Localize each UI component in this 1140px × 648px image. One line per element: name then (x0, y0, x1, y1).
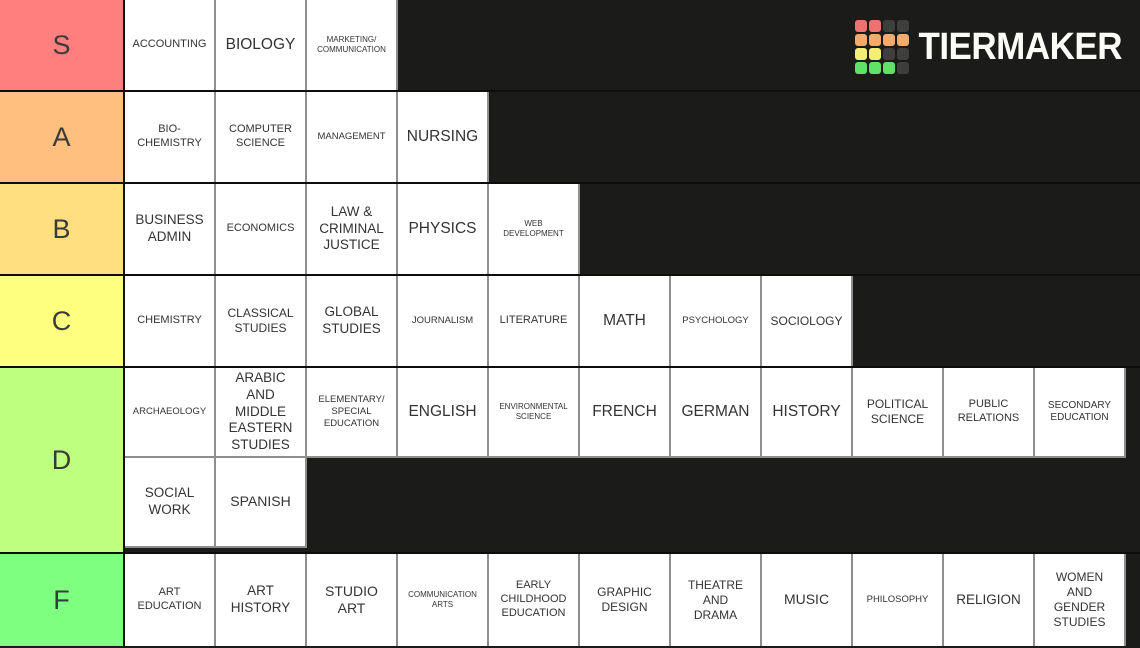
tile-philosophy[interactable]: PHILOSOPHY (853, 554, 944, 646)
tier-row-b: B BUSINESS ADMIN ECONOMICS LAW & CRIMINA… (0, 184, 1140, 276)
tile-bio-chemistry[interactable]: BIO- CHEMISTRY (125, 92, 216, 182)
tile-management[interactable]: MANAGEMENT (307, 92, 398, 182)
logo-grid-square (883, 48, 896, 60)
tile-art-history[interactable]: ART HISTORY (216, 554, 307, 646)
tile-biology[interactable]: BIOLOGY (216, 0, 307, 90)
logo-grid-square (883, 20, 896, 32)
tile-environmental-science[interactable]: ENVIRONMENTAL SCIENCE (489, 368, 580, 458)
tile-economics[interactable]: ECONOMICS (216, 184, 307, 274)
tile-arabic-middle-eastern-studies[interactable]: ARABIC AND MIDDLE EASTERN STUDIES (216, 368, 307, 458)
tile-literature[interactable]: LITERATURE (489, 276, 580, 366)
tile-french[interactable]: FRENCH (580, 368, 671, 458)
tier-label-d: D (0, 368, 125, 552)
tile-graphic-design[interactable]: GRAPHIC DESIGN (580, 554, 671, 646)
logo-grid-square (883, 62, 896, 74)
tile-sociology[interactable]: SOCIOLOGY (762, 276, 853, 366)
tiermaker-logo-text: TIERMAKER (918, 25, 1122, 68)
logo-grid-square (869, 48, 882, 60)
tier-f-tiles: ART EDUCATION ART HISTORY STUDIO ART COM… (125, 554, 1140, 646)
logo-grid-square (869, 62, 882, 74)
logo-grid-square (855, 48, 868, 60)
tile-german[interactable]: GERMAN (671, 368, 762, 458)
logo-grid-square (855, 34, 868, 46)
tile-communication-arts[interactable]: COMMUNICATION ARTS (398, 554, 489, 646)
tier-label-s: S (0, 0, 125, 90)
tile-religion[interactable]: RELIGION (944, 554, 1035, 646)
tiermaker-grid-icon (855, 20, 910, 74)
tile-social-work[interactable]: SOCIAL WORK (125, 458, 216, 548)
tile-marketing-communication[interactable]: MARKETING/ COMMUNICATION (307, 0, 398, 90)
tile-business-admin[interactable]: BUSINESS ADMIN (125, 184, 216, 274)
tier-row-c: C CHEMISTRY CLASSICAL STUDIES GLOBAL STU… (0, 276, 1140, 368)
tile-journalism[interactable]: JOURNALISM (398, 276, 489, 366)
tile-global-studies[interactable]: GLOBAL STUDIES (307, 276, 398, 366)
tile-web-development[interactable]: WEB DEVELOPMENT (489, 184, 580, 274)
tile-spanish[interactable]: SPANISH (216, 458, 307, 548)
tile-math[interactable]: MATH (580, 276, 671, 366)
tier-s-tiles: ACCOUNTING BIOLOGY MARKETING/ COMMUNICAT… (125, 0, 1140, 90)
tiermaker-logo: TIERMAKER (855, 20, 1122, 74)
tile-computer-science[interactable]: COMPUTER SCIENCE (216, 92, 307, 182)
tier-row-d: D ARCHAEOLOGY ARABIC AND MIDDLE EASTERN … (0, 368, 1140, 554)
logo-grid-square (883, 34, 896, 46)
tile-physics[interactable]: PHYSICS (398, 184, 489, 274)
tile-nursing[interactable]: NURSING (398, 92, 489, 182)
tier-label-f: F (0, 554, 125, 646)
tile-theatre-drama[interactable]: THEATRE AND DRAMA (671, 554, 762, 646)
tile-accounting[interactable]: ACCOUNTING (125, 0, 216, 90)
tile-chemistry[interactable]: CHEMISTRY (125, 276, 216, 366)
logo-grid-square (869, 20, 882, 32)
tier-a-tiles: BIO- CHEMISTRY COMPUTER SCIENCE MANAGEME… (125, 92, 1140, 182)
tier-d-tiles: ARCHAEOLOGY ARABIC AND MIDDLE EASTERN ST… (125, 368, 1140, 552)
logo-grid-square (897, 34, 910, 46)
tile-classical-studies[interactable]: CLASSICAL STUDIES (216, 276, 307, 366)
tile-political-science[interactable]: POLITICAL SCIENCE (853, 368, 944, 458)
tile-elementary-special-education[interactable]: ELEMENTARY/ SPECIAL EDUCATION (307, 368, 398, 458)
tile-history[interactable]: HISTORY (762, 368, 853, 458)
tile-public-relations[interactable]: PUBLIC RELATIONS (944, 368, 1035, 458)
logo-grid-square (897, 20, 910, 32)
logo-grid-square (897, 62, 910, 74)
tile-music[interactable]: MUSIC (762, 554, 853, 646)
logo-grid-square (869, 34, 882, 46)
tier-row-f: F ART EDUCATION ART HISTORY STUDIO ART C… (0, 554, 1140, 646)
tile-english[interactable]: ENGLISH (398, 368, 489, 458)
tier-label-a: A (0, 92, 125, 182)
tile-women-gender-studies[interactable]: WOMEN AND GENDER STUDIES (1035, 554, 1126, 646)
logo-grid-square (855, 62, 868, 74)
tier-label-c: C (0, 276, 125, 366)
tile-art-education[interactable]: ART EDUCATION (125, 554, 216, 646)
tier-b-tiles: BUSINESS ADMIN ECONOMICS LAW & CRIMINAL … (125, 184, 1140, 274)
tile-psychology[interactable]: PSYCHOLOGY (671, 276, 762, 366)
tile-archaeology[interactable]: ARCHAEOLOGY (125, 368, 216, 458)
tile-law-criminal-justice[interactable]: LAW & CRIMINAL JUSTICE (307, 184, 398, 274)
tier-label-b: B (0, 184, 125, 274)
logo-grid-square (855, 20, 868, 32)
tier-c-tiles: CHEMISTRY CLASSICAL STUDIES GLOBAL STUDI… (125, 276, 1140, 366)
tile-early-childhood-education[interactable]: EARLY CHILDHOOD EDUCATION (489, 554, 580, 646)
tile-secondary-education[interactable]: SECONDARY EDUCATION (1035, 368, 1126, 458)
tile-studio-art[interactable]: STUDIO ART (307, 554, 398, 646)
tier-row-s: S ACCOUNTING BIOLOGY MARKETING/ COMMUNIC… (0, 0, 1140, 92)
logo-grid-square (897, 48, 910, 60)
tier-row-a: A BIO- CHEMISTRY COMPUTER SCIENCE MANAGE… (0, 92, 1140, 184)
